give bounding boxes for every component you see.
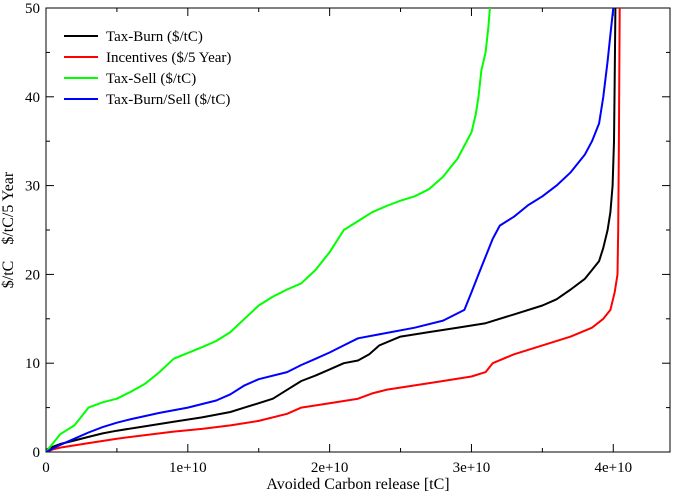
legend-label-tax-burn-sell-tc: Tax-Burn/Sell ($/tC) — [106, 92, 230, 108]
y-tick-label: 30 — [25, 179, 40, 195]
legend: Tax-Burn ($/tC) Incentives ($/5 Year) Tax-… — [64, 29, 231, 108]
y-axis-label: $/tC $/tC/5 Year — [0, 171, 17, 288]
legend-label-tax-burn-tc: Tax-Burn ($/tC) — [106, 29, 203, 45]
series-layer — [46, 8, 621, 452]
y-tick-label: 20 — [25, 267, 40, 283]
x-axis-ticks: 0 1e+10 2e+10 3e+10 4e+10 — [42, 8, 632, 476]
series-line-tax-burn-sell-tc — [46, 8, 615, 452]
x-tick-label: 3e+10 — [453, 460, 491, 476]
x-axis-label: Avoided Carbon release [tC] — [266, 476, 449, 493]
x-tick-label: 1e+10 — [169, 460, 207, 476]
x-tick-label: 2e+10 — [311, 460, 349, 476]
series-line-tax-sell-tc — [46, 8, 491, 452]
y-tick-label: 0 — [33, 445, 41, 461]
y-tick-label: 10 — [25, 356, 40, 372]
legend-label-tax-sell-tc: Tax-Sell ($/tC) — [106, 71, 196, 87]
series-line-incentives-5-year — [46, 8, 621, 452]
series-line-tax-burn-tc — [46, 8, 617, 452]
legend-label-incentives-5-year: Incentives ($/5 Year) — [106, 50, 231, 66]
x-tick-label: 0 — [42, 460, 50, 476]
y-tick-label: 40 — [25, 90, 40, 106]
y-axis-ticks: 0 10 20 30 40 50 — [25, 1, 670, 461]
x-tick-label: 4e+10 — [594, 460, 632, 476]
y-tick-label: 50 — [25, 1, 40, 17]
